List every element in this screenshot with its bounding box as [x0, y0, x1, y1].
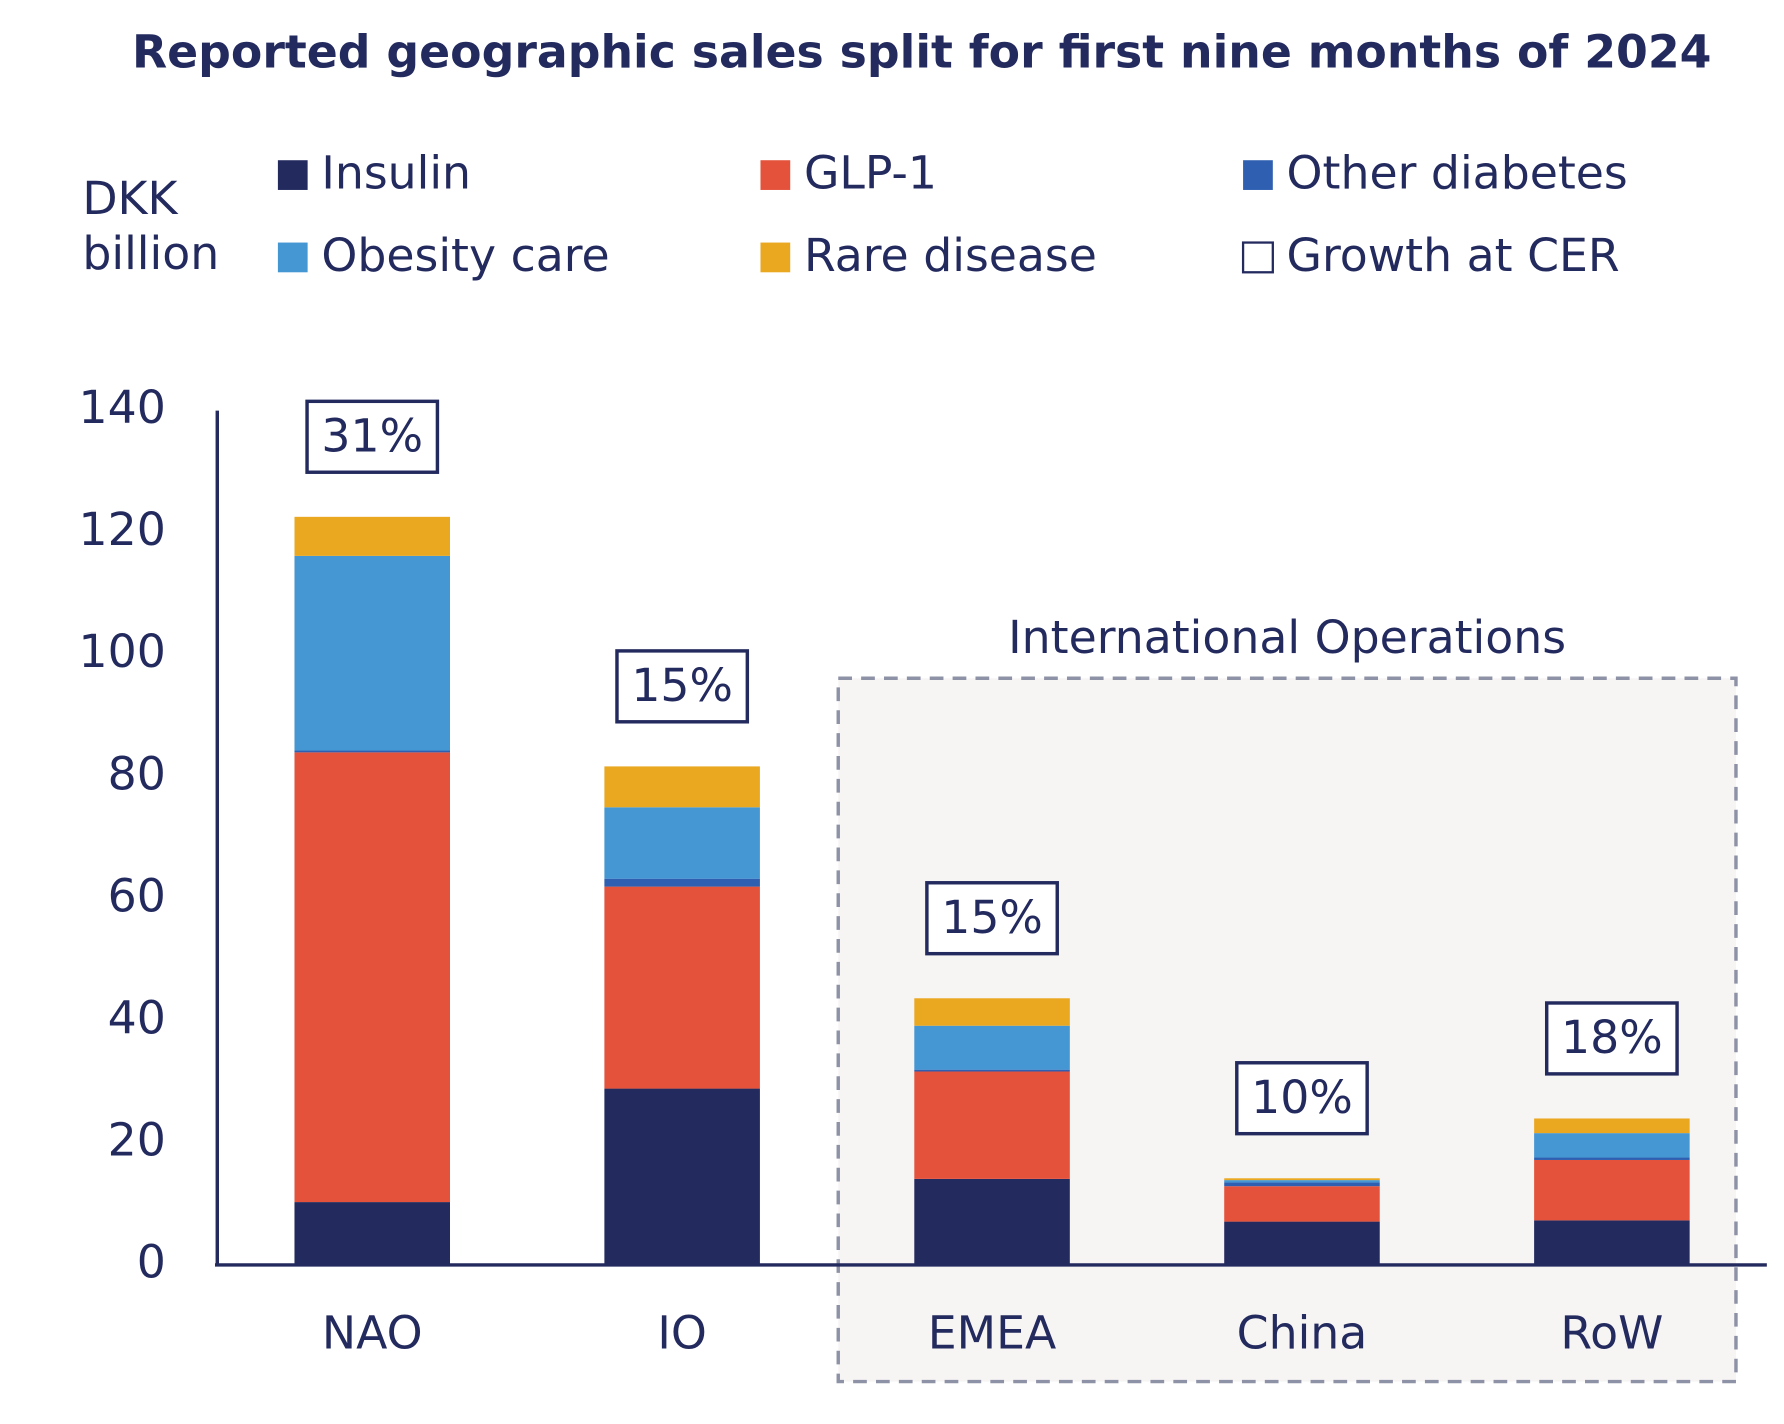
x-tick-label: NAO — [322, 1306, 423, 1359]
bar-segment — [914, 998, 1070, 1026]
legend-swatch — [277, 160, 308, 190]
bar-segment — [1534, 1157, 1690, 1160]
bar-segment — [1534, 1118, 1690, 1134]
bar-segment — [604, 878, 760, 887]
bar-segment — [294, 750, 451, 753]
growth-label-box — [1544, 1001, 1679, 1076]
bar-segment — [604, 1088, 760, 1265]
growth-label-box — [1235, 1061, 1369, 1136]
legend-label: Rare disease — [804, 229, 1097, 282]
legend-swatch — [760, 242, 791, 273]
legend-label: Other diabetes — [1287, 147, 1628, 200]
bar-segment — [1534, 1220, 1690, 1265]
growth-label: 31% — [321, 410, 423, 463]
bar-segment — [914, 1178, 1070, 1265]
x-tick-label: RoW — [1560, 1306, 1663, 1359]
y-tick-label: 60 — [108, 869, 166, 922]
bar-segment — [914, 1069, 1070, 1072]
bar-segment — [294, 516, 451, 556]
growth-label: 15% — [631, 659, 733, 712]
bar-segment — [1224, 1186, 1380, 1222]
y-tick-label: 120 — [79, 503, 166, 556]
bar-segment — [604, 886, 760, 1089]
x-tick-label: China — [1237, 1306, 1368, 1359]
legend-swatch — [277, 242, 308, 273]
y-tick-label: 140 — [79, 381, 166, 434]
bar-segment — [294, 555, 451, 751]
chart-title: Reported geographic sales split for firs… — [132, 26, 1712, 79]
x-tick-label: EMEA — [928, 1306, 1057, 1359]
y-tick-label: 80 — [108, 747, 166, 800]
growth-label: 18% — [1561, 1011, 1663, 1064]
legend-label: Obesity care — [321, 229, 609, 282]
bar-segment — [1224, 1180, 1380, 1183]
bar-segment — [1224, 1178, 1380, 1181]
bar-segment — [1224, 1182, 1380, 1187]
growth-label-box — [305, 399, 440, 474]
bar-segment — [294, 1202, 451, 1265]
bar-segment — [604, 807, 760, 879]
bar-segment — [1534, 1133, 1690, 1158]
bar-segment — [294, 752, 451, 1203]
y-axis-label: DKK billion — [82, 172, 220, 281]
legend-label: Growth at CER — [1287, 229, 1620, 282]
x-tick-label: IO — [657, 1306, 707, 1359]
legend-swatch — [1243, 160, 1273, 190]
growth-label: 10% — [1251, 1071, 1353, 1124]
legend-label: GLP-1 — [804, 147, 937, 200]
y-tick-label: 20 — [108, 1113, 166, 1166]
legend-swatch — [760, 160, 791, 190]
y-label-box: DKK billion — [82, 172, 220, 281]
group-label: International Operations — [1008, 611, 1566, 664]
growth-label-box — [925, 881, 1059, 956]
bar-segment — [1534, 1159, 1690, 1221]
y-tick-label: 40 — [108, 991, 166, 1044]
bar-segment — [1224, 1221, 1380, 1265]
growth-label-box — [615, 649, 750, 724]
growth-label: 15% — [941, 891, 1043, 944]
bar-segment — [604, 766, 760, 808]
y-tick-label: 100 — [79, 625, 166, 678]
bar-segment — [914, 1071, 1070, 1179]
y-tick-label: 0 — [137, 1235, 166, 1288]
legend-label: Insulin — [321, 147, 471, 200]
legend-swatch — [1241, 241, 1274, 274]
bar-segment — [914, 1025, 1070, 1070]
